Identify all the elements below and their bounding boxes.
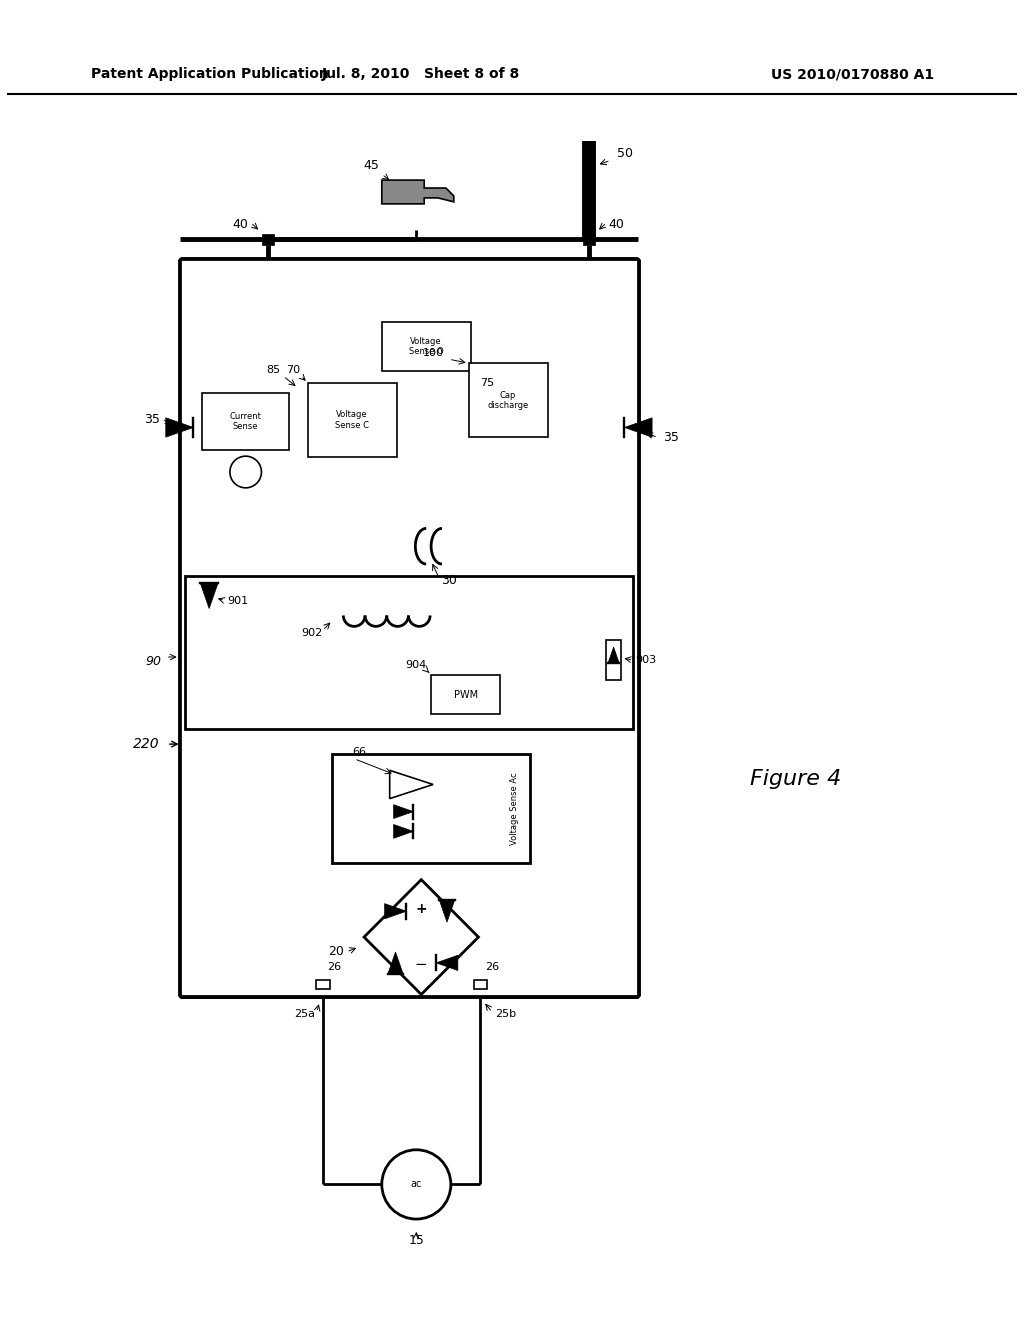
Text: 40: 40	[232, 218, 249, 231]
Text: Patent Application Publication: Patent Application Publication	[91, 67, 329, 82]
Text: 25a: 25a	[294, 1010, 314, 1019]
Text: 45: 45	[362, 160, 379, 172]
Bar	[583, 234, 595, 246]
Bar	[179, 259, 638, 997]
Text: ac: ac	[411, 1180, 422, 1189]
Polygon shape	[393, 805, 414, 818]
Text: 35: 35	[144, 413, 160, 426]
Polygon shape	[385, 904, 407, 919]
Text: 15: 15	[409, 1234, 424, 1247]
Text: Voltage Sense Ac: Voltage Sense Ac	[510, 772, 519, 845]
Polygon shape	[439, 900, 455, 923]
Text: 50: 50	[616, 147, 633, 160]
Bar	[262, 234, 274, 246]
Text: PWM: PWM	[454, 689, 478, 700]
Text: 904: 904	[404, 660, 426, 669]
Text: 26: 26	[328, 962, 342, 972]
Bar	[315, 979, 330, 990]
Polygon shape	[625, 417, 652, 437]
Bar	[382, 322, 471, 371]
Text: 25b: 25b	[496, 1010, 516, 1019]
Text: 90: 90	[145, 656, 162, 668]
Text: 30: 30	[441, 574, 457, 587]
Polygon shape	[388, 952, 403, 974]
Text: 220: 220	[133, 737, 160, 751]
Bar	[473, 979, 487, 990]
Bar	[308, 383, 396, 457]
Text: 70: 70	[286, 366, 300, 375]
Bar	[203, 393, 289, 450]
Polygon shape	[608, 647, 620, 663]
Text: 35: 35	[663, 430, 679, 444]
Polygon shape	[166, 417, 194, 437]
Text: 902: 902	[301, 628, 323, 639]
Text: 26: 26	[485, 962, 500, 972]
Text: Cap
discharge: Cap discharge	[487, 391, 528, 411]
Text: Figure 4: Figure 4	[751, 768, 842, 789]
Polygon shape	[393, 825, 414, 838]
Text: 75: 75	[480, 378, 495, 388]
Text: +: +	[416, 903, 427, 916]
Polygon shape	[436, 956, 458, 970]
Polygon shape	[382, 180, 454, 203]
Bar	[469, 363, 548, 437]
Text: 901: 901	[227, 595, 248, 606]
Text: 85: 85	[266, 366, 281, 375]
Text: Current
Sense: Current Sense	[229, 412, 261, 432]
Polygon shape	[200, 583, 218, 609]
Text: 66: 66	[352, 747, 367, 756]
Text: 40: 40	[608, 218, 625, 231]
Text: 903: 903	[635, 655, 656, 665]
Bar	[431, 675, 500, 714]
Text: Jul. 8, 2010   Sheet 8 of 8: Jul. 8, 2010 Sheet 8 of 8	[323, 67, 520, 82]
Text: Voltage
Sense C: Voltage Sense C	[335, 411, 370, 430]
Bar	[606, 640, 622, 680]
Text: 100: 100	[423, 348, 444, 358]
Text: US 2010/0170880 A1: US 2010/0170880 A1	[771, 67, 934, 82]
Text: −: −	[415, 957, 428, 973]
Bar	[184, 576, 633, 729]
Text: 20: 20	[329, 945, 344, 958]
Bar	[333, 754, 529, 863]
Text: Voltage
Sense O: Voltage Sense O	[409, 337, 443, 356]
